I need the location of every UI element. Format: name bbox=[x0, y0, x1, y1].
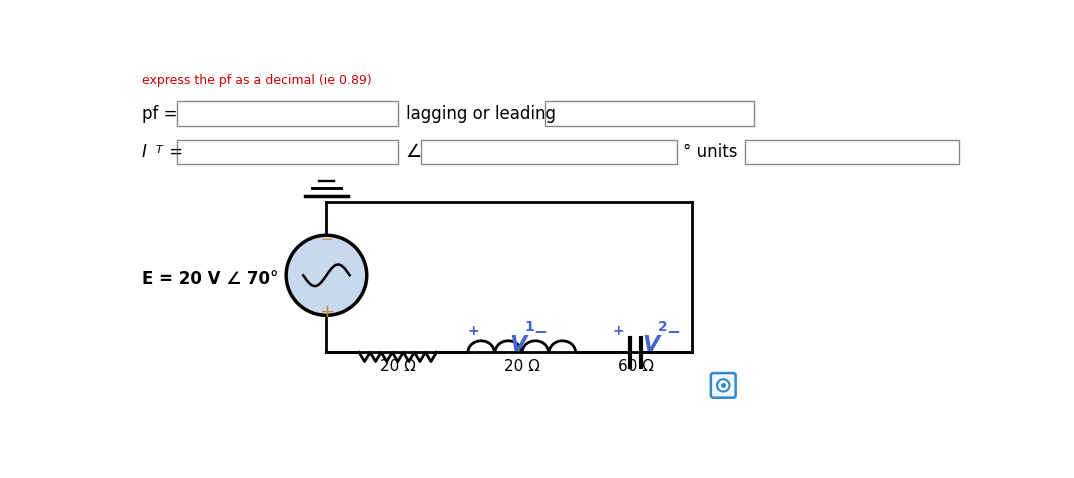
Text: pf =: pf = bbox=[142, 105, 177, 122]
Text: −: − bbox=[667, 322, 681, 340]
FancyBboxPatch shape bbox=[421, 140, 677, 164]
FancyBboxPatch shape bbox=[745, 140, 959, 164]
Text: ∠: ∠ bbox=[406, 143, 422, 161]
Text: 20 Ω: 20 Ω bbox=[380, 359, 416, 374]
Circle shape bbox=[286, 235, 366, 315]
Text: +: + bbox=[613, 324, 624, 338]
Text: express the pf as a decimal (ie 0.89): express the pf as a decimal (ie 0.89) bbox=[142, 74, 372, 87]
Text: 20 Ω: 20 Ω bbox=[504, 359, 540, 374]
FancyBboxPatch shape bbox=[711, 373, 736, 398]
Text: 60 Ω: 60 Ω bbox=[618, 359, 654, 374]
Text: −: − bbox=[534, 322, 548, 340]
Text: 2: 2 bbox=[658, 320, 668, 334]
Text: V: V bbox=[642, 336, 659, 355]
Text: +: + bbox=[319, 304, 334, 322]
FancyBboxPatch shape bbox=[177, 140, 397, 164]
Text: ° units: ° units bbox=[683, 143, 738, 161]
Text: V: V bbox=[509, 336, 526, 355]
FancyBboxPatch shape bbox=[545, 101, 754, 126]
Text: lagging or leading: lagging or leading bbox=[406, 105, 555, 122]
Text: +: + bbox=[468, 324, 479, 338]
FancyBboxPatch shape bbox=[177, 101, 397, 126]
Text: =: = bbox=[163, 143, 183, 161]
Text: T: T bbox=[156, 145, 162, 155]
Text: 1: 1 bbox=[524, 320, 535, 334]
Text: E = 20 V ∠ 70°: E = 20 V ∠ 70° bbox=[142, 270, 278, 288]
Text: −: − bbox=[320, 232, 333, 247]
Text: I: I bbox=[142, 143, 147, 161]
